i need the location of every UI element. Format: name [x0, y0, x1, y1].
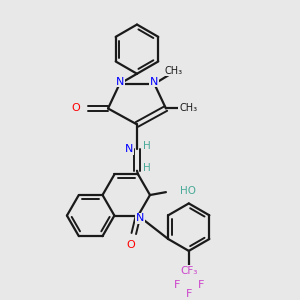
Text: F: F: [186, 289, 192, 299]
Text: O: O: [127, 239, 135, 250]
Text: O: O: [71, 103, 80, 113]
Text: F: F: [198, 280, 204, 290]
Text: CF₃: CF₃: [180, 266, 197, 276]
Text: HO: HO: [180, 186, 196, 196]
Text: CH₃: CH₃: [165, 66, 183, 76]
Text: N: N: [150, 76, 158, 87]
Text: H: H: [143, 163, 151, 173]
Text: N: N: [135, 214, 144, 224]
Text: CH₃: CH₃: [179, 103, 197, 113]
Text: N: N: [125, 144, 133, 154]
Text: F: F: [173, 280, 180, 290]
Text: N: N: [116, 76, 124, 87]
Text: H: H: [143, 141, 151, 151]
